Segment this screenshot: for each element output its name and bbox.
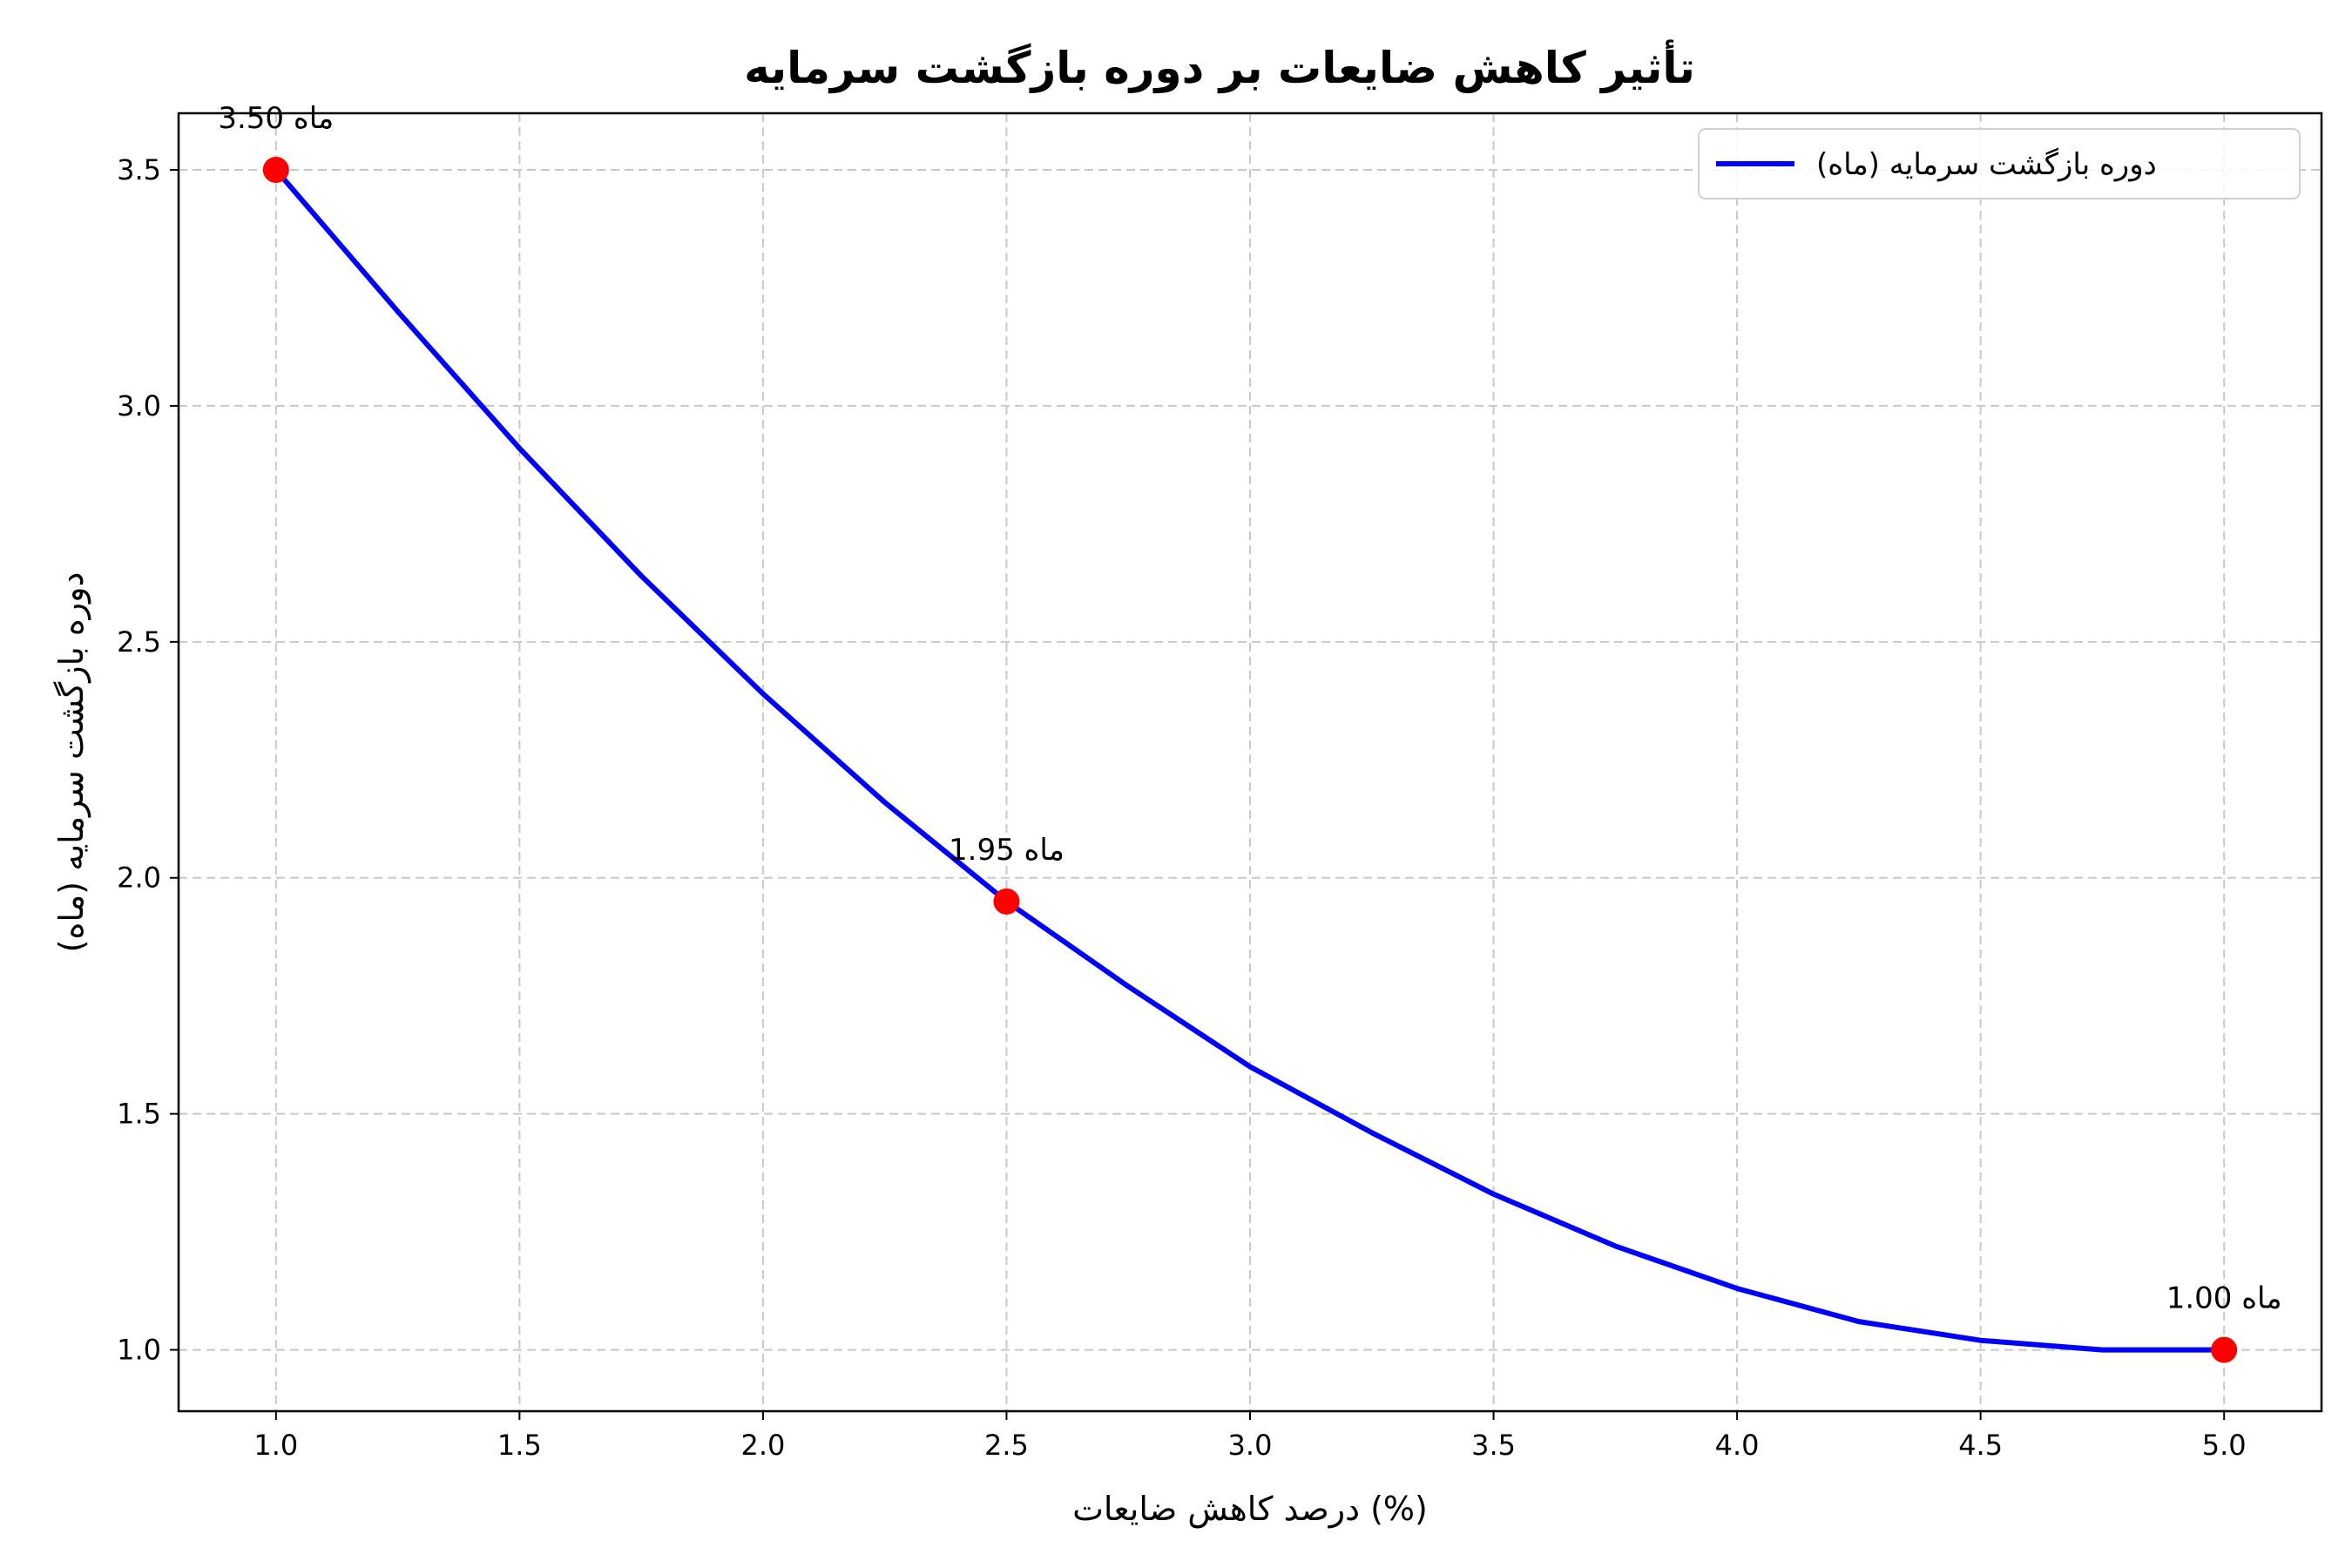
y-tick-label: 1.5 — [117, 1098, 161, 1131]
x-tick-label: 1.0 — [253, 1429, 298, 1462]
legend: دوره بازگشت سرمایه (ماه) — [1698, 128, 2301, 199]
x-axis-ticks: 1.0 1.5 2.0 2.5 3.0 3.5 4.0 4.5 5.0 — [253, 1411, 2247, 1462]
highlight-point — [2211, 1336, 2238, 1363]
x-tick-label: 1.5 — [497, 1429, 542, 1462]
x-tick-label: 5.0 — [2202, 1429, 2247, 1462]
x-tick-label: 4.0 — [1715, 1429, 1760, 1462]
plot-frame — [177, 112, 2323, 1413]
point-annotation: 1.00 ماه — [2166, 1281, 2282, 1316]
highlight-point — [262, 157, 289, 184]
point-annotation: 3.50 ماه — [218, 101, 334, 136]
x-axis-label: درصد کاهش ضایعات (%) — [1072, 1490, 1428, 1528]
x-tick-label: 2.5 — [984, 1429, 1029, 1462]
legend-label: دوره بازگشت سرمایه (ماه) — [1816, 147, 2157, 182]
highlight-points-layer — [262, 157, 2238, 1363]
legend-box — [1698, 128, 2301, 199]
highlight-point — [993, 888, 1020, 915]
y-axis-ticks: 1.0 1.5 2.0 2.5 3.0 3.5 — [117, 153, 179, 1367]
y-tick-label: 3.0 — [117, 389, 161, 422]
x-tick-label: 4.5 — [1958, 1429, 2003, 1462]
y-axis-label: دوره بازگشت سرمایه (ماه) — [52, 572, 91, 953]
chart-title: تأثیر کاهش ضایعات بر دوره بازگشت سرمایه — [744, 39, 1695, 94]
y-tick-label: 1.0 — [117, 1334, 161, 1367]
x-tick-label: 3.5 — [1471, 1429, 1516, 1462]
y-tick-label: 3.5 — [117, 153, 161, 186]
y-tick-label: 2.5 — [117, 625, 161, 659]
series-layer — [273, 167, 2227, 1353]
x-tick-label: 3.0 — [1228, 1429, 1273, 1462]
y-tick-label: 2.0 — [117, 862, 161, 895]
annotations-layer: 3.50 ماه 1.95 ماه 1.00 ماه — [218, 101, 2281, 1316]
x-tick-label: 2.0 — [740, 1429, 785, 1462]
point-annotation: 1.95 ماه — [949, 833, 1064, 868]
series-line — [273, 167, 2227, 1353]
